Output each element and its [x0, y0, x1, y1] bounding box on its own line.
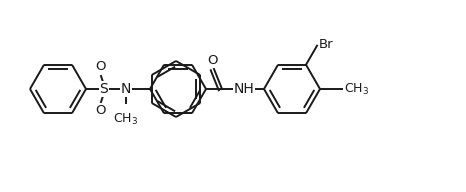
Text: Br: Br [319, 38, 334, 51]
Text: N: N [121, 82, 131, 96]
Text: O: O [207, 55, 217, 68]
Text: O: O [96, 104, 106, 118]
Text: O: O [96, 60, 106, 74]
Text: CH$_3$: CH$_3$ [344, 81, 369, 97]
Text: CH$_3$: CH$_3$ [113, 112, 138, 127]
Text: S: S [100, 82, 109, 96]
Text: NH: NH [233, 82, 254, 96]
